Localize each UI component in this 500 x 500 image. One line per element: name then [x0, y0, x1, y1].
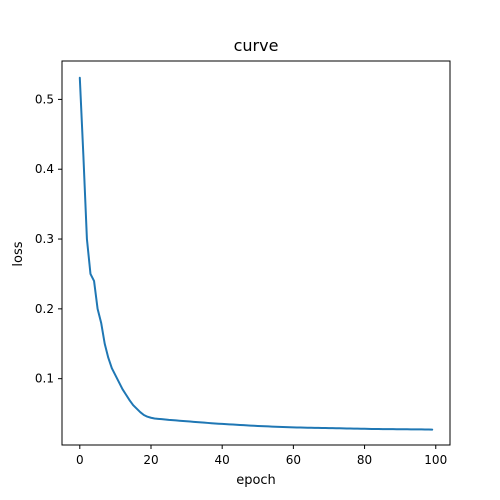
plot-area: 0 20 40 60 80 100 0.1 0.2 0.3 0.4 0.5 — [35, 60, 451, 467]
x-tick-label: 0 — [76, 453, 84, 467]
series-group — [78, 76, 434, 431]
x-tick-label: 80 — [357, 453, 372, 467]
y-axis-label: loss — [11, 241, 26, 266]
y-tick-label: 0.4 — [35, 162, 54, 176]
axes-frame — [61, 60, 451, 446]
y-tick-label: 0.2 — [35, 302, 54, 316]
y-axis-ticks: 0.1 0.2 0.3 0.4 0.5 — [35, 92, 62, 386]
x-axis-ticks: 0 20 40 60 80 100 — [76, 445, 447, 467]
y-tick-label: 0.1 — [35, 372, 54, 386]
x-tick-label: 20 — [143, 453, 158, 467]
y-tick-label: 0.3 — [35, 232, 54, 246]
chart-title: curve — [234, 36, 279, 55]
x-axis-label: epoch — [236, 473, 276, 488]
y-tick-label: 0.5 — [35, 92, 54, 106]
x-tick-label: 60 — [286, 453, 301, 467]
x-tick-label: 40 — [215, 453, 230, 467]
series-line — [78, 76, 434, 431]
x-tick-label: 100 — [424, 453, 447, 467]
